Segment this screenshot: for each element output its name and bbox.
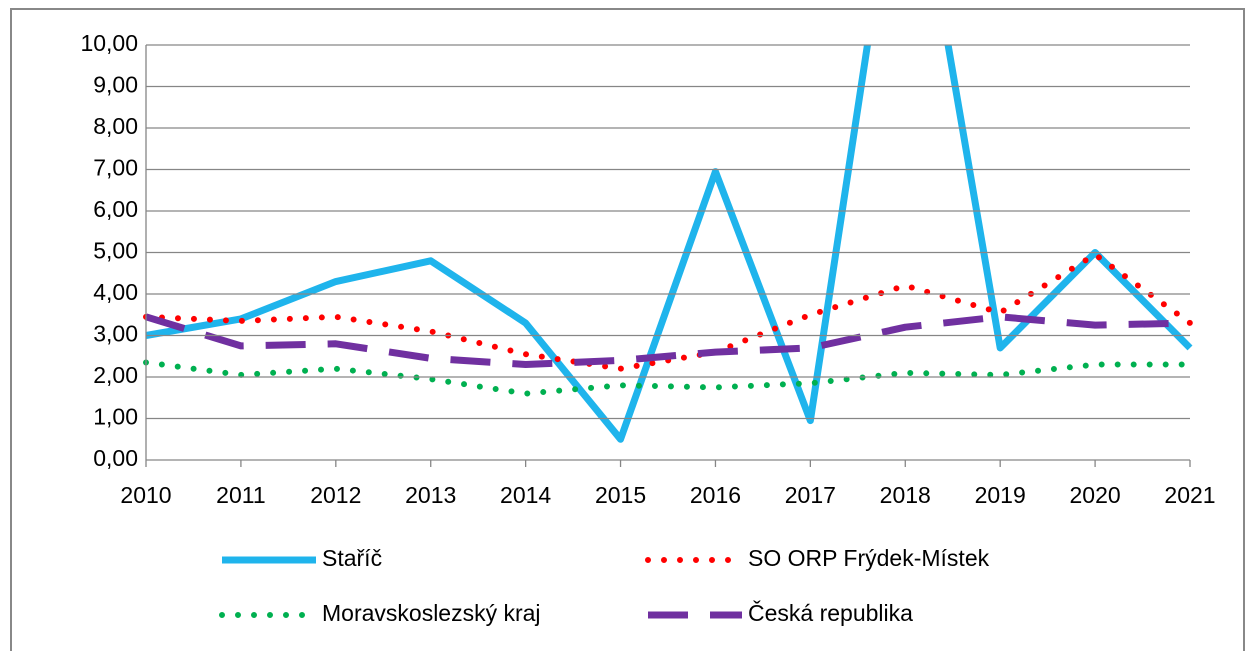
- y-tick-label: 5,00: [93, 238, 138, 264]
- x-tick-label: 2013: [405, 482, 456, 508]
- y-tick-label: 4,00: [93, 279, 138, 305]
- y-tick-label: 1,00: [93, 404, 138, 430]
- series-line: [144, 313, 1191, 369]
- x-tick-label: 2018: [880, 482, 931, 508]
- x-tick-label: 2010: [120, 482, 171, 508]
- legend-label: SO ORP Frýdek-Místek: [748, 545, 990, 571]
- x-tick-label: 2020: [1070, 482, 1121, 508]
- y-tick-label: 10,00: [80, 30, 138, 56]
- x-tick-label: 2011: [216, 482, 265, 508]
- y-tick-label: 6,00: [93, 196, 138, 222]
- series-line: [143, 251, 1193, 372]
- plot-lines: [143, 45, 1193, 443]
- x-tick-label: 2021: [1164, 482, 1215, 508]
- x-tick-label: 2017: [785, 482, 836, 508]
- x-tick-label: 2012: [310, 482, 361, 508]
- y-tick-label: 3,00: [93, 321, 138, 347]
- legend-label: Česká republika: [748, 599, 913, 626]
- frame: [10, 8, 1245, 651]
- y-tick-label: 8,00: [93, 113, 138, 139]
- y-tick-label: 9,00: [93, 72, 138, 98]
- series-line: [145, 45, 1193, 443]
- x-tick-label: 2016: [690, 482, 741, 508]
- series-line: [143, 359, 1193, 397]
- legend-label: Moravskoslezský kraj: [322, 600, 541, 626]
- x-tick-label: 2015: [595, 482, 646, 508]
- y-tick-label: 0,00: [93, 445, 138, 471]
- y-tick-label: 2,00: [93, 362, 138, 388]
- y-tick-label: 7,00: [93, 155, 138, 181]
- x-tick-label: 2019: [975, 482, 1026, 508]
- x-tick-label: 2014: [500, 482, 551, 508]
- legend-label: Staříč: [322, 545, 382, 571]
